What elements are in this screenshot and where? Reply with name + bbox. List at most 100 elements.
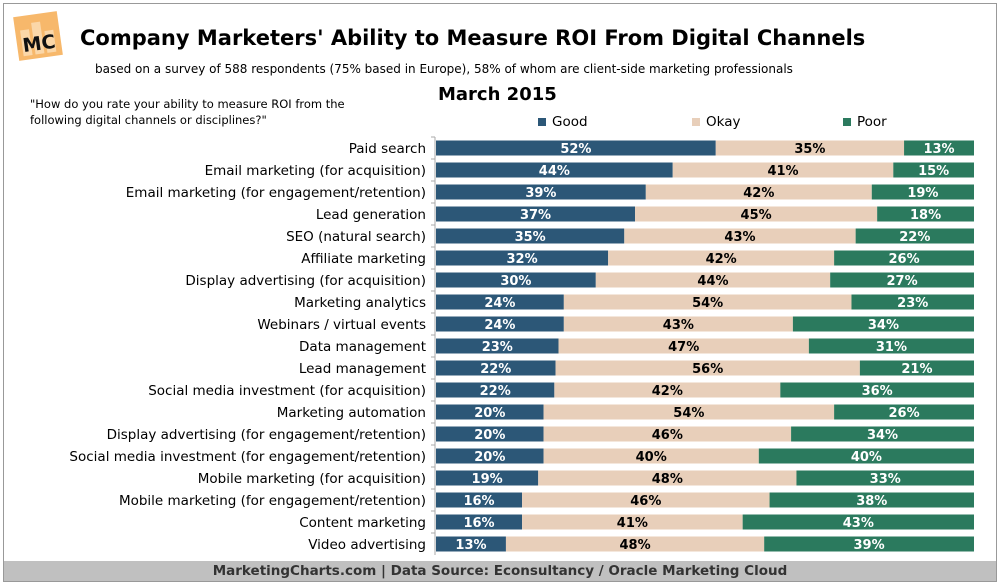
- data-label-okay: 42%: [652, 384, 683, 399]
- data-label-okay: 43%: [724, 230, 755, 245]
- bar-poor: [859, 360, 974, 376]
- bar-okay: [624, 228, 856, 244]
- bar-good: [436, 294, 564, 310]
- category-label: Mobile marketing (for engagement/retenti…: [119, 493, 426, 509]
- bar-okay: [645, 184, 872, 200]
- bar-good: [436, 470, 539, 486]
- data-label-good: 20%: [474, 450, 505, 465]
- data-label-okay: 41%: [767, 164, 798, 179]
- data-label-poor: 13%: [923, 142, 954, 157]
- legend-swatch-poor: [843, 118, 851, 126]
- bar-good: [436, 448, 544, 464]
- data-label-good: 23%: [482, 340, 513, 355]
- legend-poor: Poor: [843, 114, 887, 130]
- bar-poor: [855, 228, 974, 244]
- data-label-good: 20%: [474, 428, 505, 443]
- data-label-okay: 35%: [794, 142, 825, 157]
- data-label-okay: 43%: [663, 318, 694, 333]
- category-label: Affiliate marketing: [301, 251, 426, 267]
- bar-poor: [792, 316, 974, 332]
- bar-okay: [595, 272, 831, 288]
- bar-good: [436, 514, 523, 530]
- data-label-okay: 42%: [706, 252, 737, 267]
- data-label-good: 22%: [480, 384, 511, 399]
- bar-poor: [871, 184, 974, 200]
- category-label: Data management: [299, 339, 426, 355]
- data-label-good: 24%: [484, 296, 515, 311]
- category-label: Lead generation: [316, 207, 426, 223]
- bar-good: [436, 140, 716, 156]
- bar-okay: [563, 316, 793, 332]
- legend-good: Good: [538, 114, 588, 130]
- data-label-good: 16%: [463, 494, 494, 509]
- data-label-okay: 45%: [741, 208, 772, 223]
- data-label-poor: 36%: [862, 384, 893, 399]
- bar-okay: [555, 360, 860, 376]
- legend-label-poor: Poor: [857, 114, 887, 130]
- chart-date: March 2015: [438, 84, 557, 105]
- category-label: Display advertising (for engagement/rete…: [107, 427, 426, 443]
- bar-okay: [635, 206, 878, 222]
- data-label-okay: 47%: [668, 340, 699, 355]
- bar-okay: [543, 404, 835, 420]
- data-label-good: 44%: [539, 164, 570, 179]
- bar-poor: [877, 206, 974, 222]
- bar-good: [436, 382, 555, 398]
- bar-good: [436, 206, 636, 222]
- data-label-okay: 41%: [617, 516, 648, 531]
- category-label: Social media investment (for acquisition…: [148, 383, 426, 399]
- data-label-good: 52%: [560, 142, 591, 157]
- bar-good: [436, 162, 673, 178]
- bar-okay: [505, 536, 765, 552]
- legend-okay: Okay: [692, 114, 740, 130]
- bar-poor: [758, 448, 974, 464]
- data-label-poor: 21%: [901, 362, 932, 377]
- svg-text:MC: MC: [21, 31, 57, 57]
- data-label-good: 22%: [480, 362, 511, 377]
- data-label-okay: 40%: [636, 450, 667, 465]
- data-label-poor: 27%: [887, 274, 918, 289]
- category-label: Email marketing (for acquisition): [205, 163, 426, 179]
- bar-okay: [543, 426, 792, 442]
- legend-swatch-good: [538, 118, 546, 126]
- bar-good: [436, 228, 625, 244]
- bar-poor: [893, 162, 974, 178]
- data-label-poor: 34%: [867, 428, 898, 443]
- data-label-poor: 33%: [870, 472, 901, 487]
- bar-okay: [715, 140, 905, 156]
- bar-poor: [851, 294, 974, 310]
- bar-okay: [538, 470, 797, 486]
- data-label-okay: 44%: [697, 274, 728, 289]
- category-label: Video advertising: [308, 537, 426, 553]
- bar-good: [436, 184, 646, 200]
- bar-good: [436, 536, 506, 552]
- bar-okay: [608, 250, 835, 266]
- data-label-poor: 26%: [888, 406, 919, 421]
- marketingcharts-logo: MC: [12, 10, 64, 62]
- data-label-okay: 46%: [630, 494, 661, 509]
- data-label-good: 24%: [484, 318, 515, 333]
- category-label: Social media investment (for engagement/…: [69, 449, 426, 465]
- data-label-good: 30%: [500, 274, 531, 289]
- data-label-okay: 56%: [692, 362, 723, 377]
- bar-good: [436, 250, 609, 266]
- category-label: Marketing analytics: [294, 295, 426, 311]
- bar-good: [436, 360, 556, 376]
- data-label-okay: 54%: [692, 296, 723, 311]
- category-label: Paid search: [349, 141, 426, 157]
- data-label-good: 35%: [515, 230, 546, 245]
- bar-good: [436, 316, 564, 332]
- bar-poor: [808, 338, 974, 354]
- category-label: Content marketing: [299, 515, 426, 531]
- data-label-good: 16%: [463, 516, 494, 531]
- data-label-okay: 48%: [652, 472, 683, 487]
- bar-poor: [834, 404, 974, 420]
- category-label: Email marketing (for engagement/retentio…: [126, 185, 426, 201]
- category-label: Lead management: [299, 361, 426, 377]
- bar-okay: [558, 338, 809, 354]
- bar-okay: [554, 382, 781, 398]
- data-label-good: 32%: [507, 252, 538, 267]
- bar-poor: [791, 426, 974, 442]
- survey-question: "How do you rate your ability to measure…: [30, 97, 345, 127]
